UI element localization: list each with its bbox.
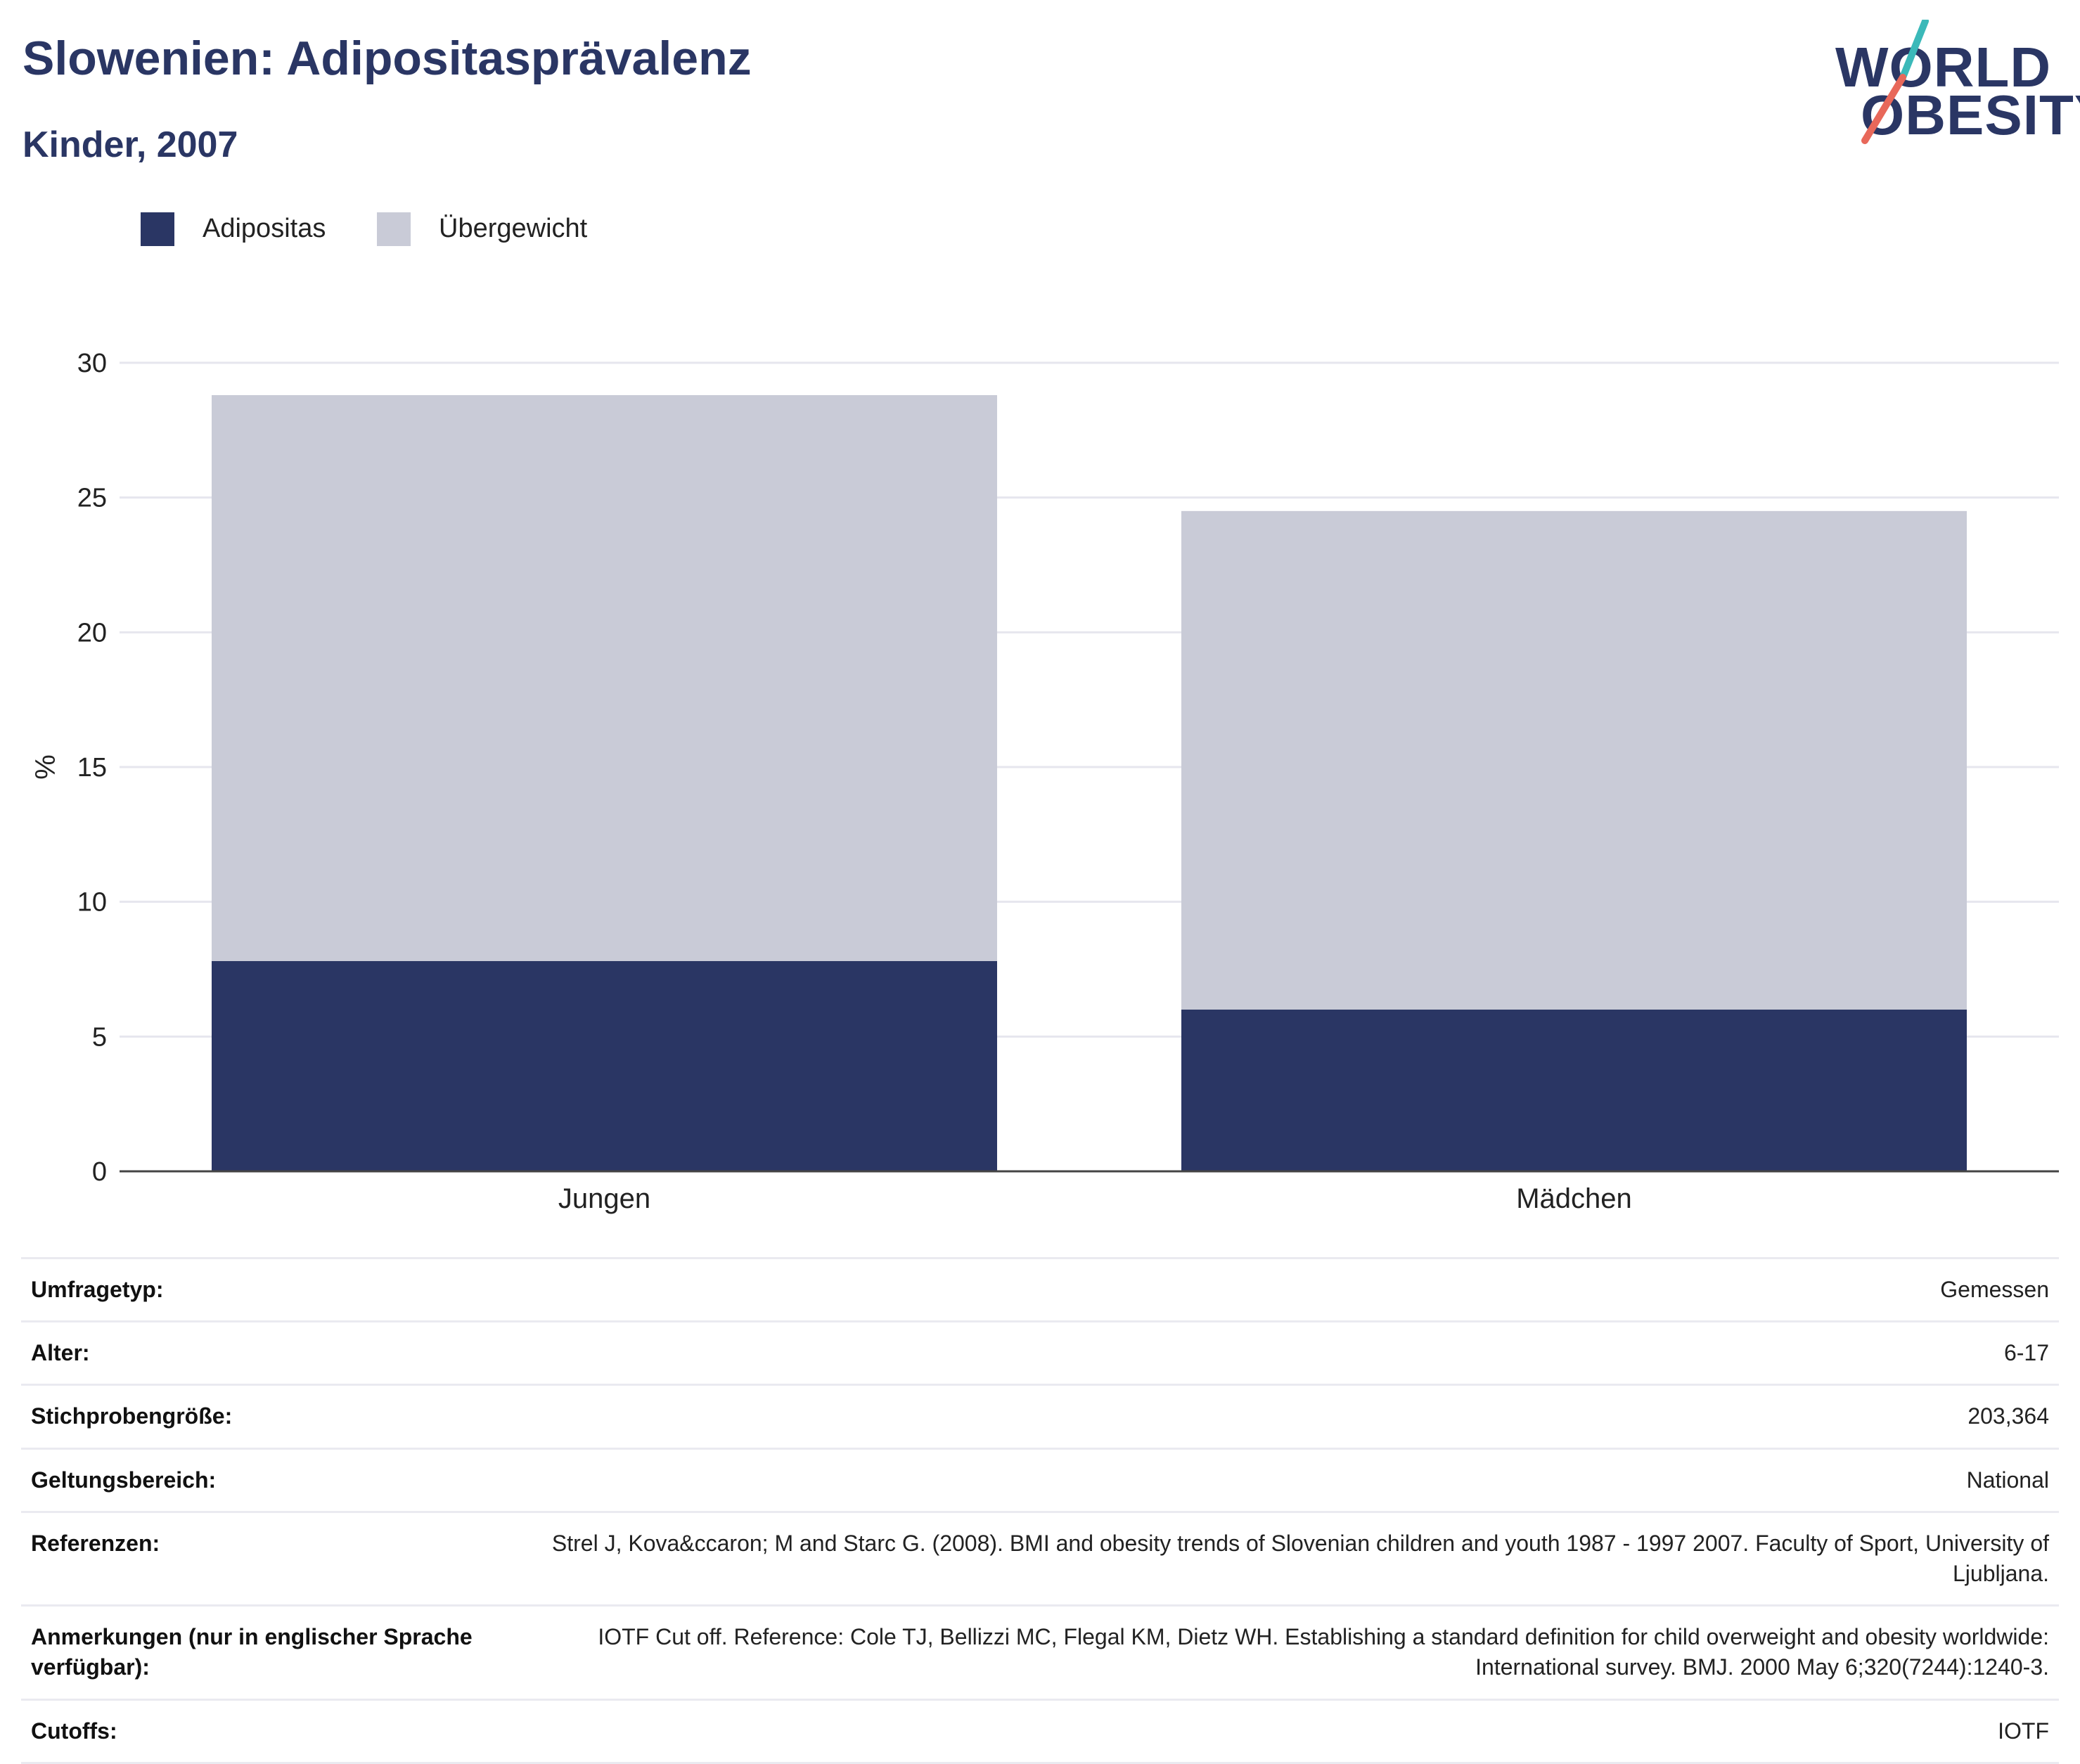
bar--bergewicht-1	[1181, 510, 1967, 1010]
y-tick-label: 30	[77, 349, 107, 378]
y-axis-label: %	[30, 754, 61, 780]
info-value: Strel J, Kova&ccaron; M and Starc G. (20…	[533, 1510, 2059, 1606]
y-tick-label: 10	[77, 888, 107, 918]
y-tick-label: 15	[77, 753, 107, 783]
info-row-references: Referenzen: Strel J, Kova&ccaron; M and …	[21, 1510, 2059, 1606]
info-row-notes: Anmerkungen (nur in englischer Sprache v…	[21, 1604, 2059, 1699]
y-tick-label: 5	[92, 1022, 107, 1052]
y-tick-label: 20	[77, 618, 107, 648]
chart-title: Slowenien: Adipositasprävalenz	[23, 32, 752, 85]
bar-adipositas-0	[212, 961, 997, 1171]
x-tick-label: Mädchen	[1516, 1183, 1632, 1214]
world-obesity-logo: WORLD OBESITY	[1835, 20, 2080, 146]
y-tick-label: 0	[92, 1157, 107, 1187]
bar-adipositas-1	[1181, 1010, 1967, 1171]
info-value: Gemessen	[533, 1256, 2059, 1322]
legend-swatch-uebergewicht	[377, 212, 411, 246]
y-tick-label: 25	[77, 484, 107, 513]
info-row-coverage: Geltungsbereich: National	[21, 1447, 2059, 1512]
info-key: Alter:	[21, 1320, 533, 1385]
logo-line2: OBESITY	[1861, 84, 2080, 146]
info-value: 6-17	[533, 1320, 2059, 1385]
info-key: Geltungsbereich:	[21, 1447, 533, 1512]
info-value: IOTF Cut off. Reference: Cole TJ, Belliz…	[533, 1604, 2059, 1699]
bar--bergewicht-0	[212, 395, 997, 961]
info-key: Referenzen:	[21, 1510, 533, 1606]
logo-line1: WORLD	[1835, 36, 2052, 98]
legend-label-uebergewicht: Übergewicht	[439, 214, 588, 243]
legend-label-adipositas: Adipositas	[203, 214, 326, 243]
logo-slash-icon	[1861, 20, 1929, 144]
info-table: Umfragetyp: Gemessen Alter: 6-17 Stichpr…	[21, 1256, 2059, 1764]
info-row-survey-type: Umfragetyp: Gemessen	[21, 1256, 2059, 1322]
info-value: IOTF	[533, 1698, 2059, 1764]
x-tick-label: Jungen	[558, 1183, 650, 1214]
info-value: National	[533, 1447, 2059, 1512]
stacked-bar-chart: 0 5 10 15 20 25 30% Jungen Mädchen	[30, 349, 2059, 1214]
info-row-cutoffs: Cutoffs: IOTF	[21, 1698, 2059, 1764]
info-row-sample-size: Stichprobengröße: 203,364	[21, 1384, 2059, 1449]
info-key: Anmerkungen (nur in englischer Sprache v…	[21, 1604, 533, 1699]
chart-subtitle: Kinder, 2007	[23, 124, 238, 165]
info-key: Cutoffs:	[21, 1698, 533, 1764]
info-key: Umfragetyp:	[21, 1256, 533, 1322]
info-value: 203,364	[533, 1384, 2059, 1449]
info-row-age: Alter: 6-17	[21, 1320, 2059, 1385]
legend-swatch-adipositas	[141, 212, 174, 246]
info-key: Stichprobengröße:	[21, 1384, 533, 1449]
